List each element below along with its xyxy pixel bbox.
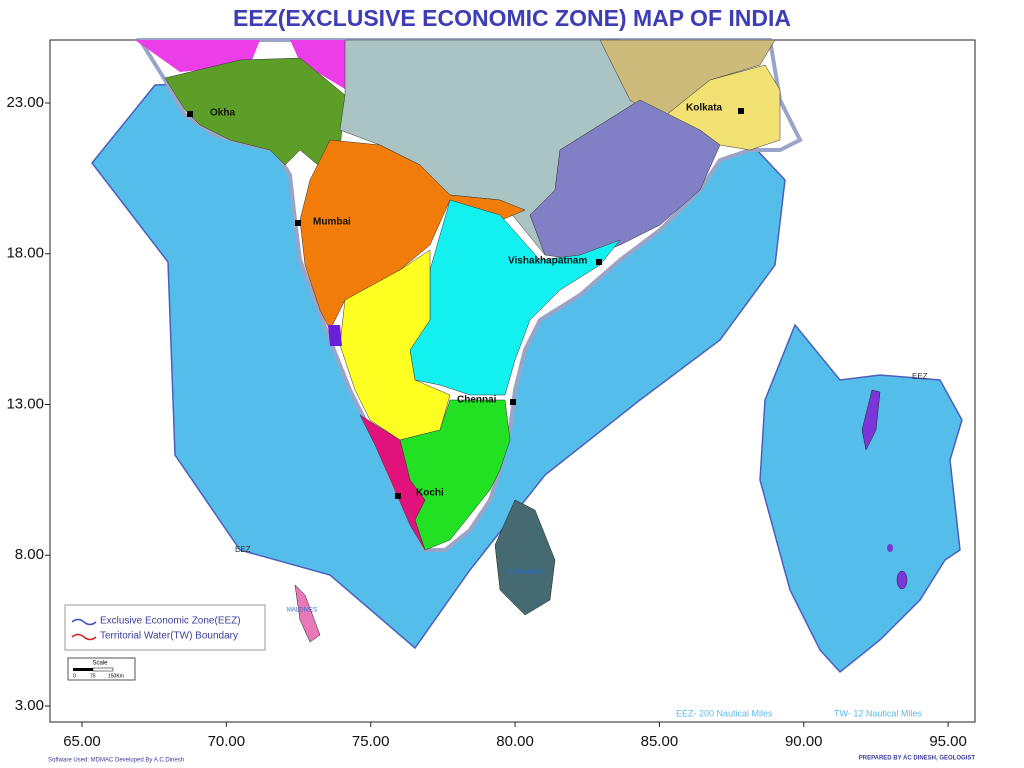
city-marker [596, 259, 602, 265]
note: EEZ- 200 Nautical Miles [676, 708, 773, 718]
footer-software: Software Used: MDMAC Developed By A.C.Di… [48, 758, 184, 764]
city-label: Kolkata [686, 103, 723, 114]
region-odisha [529, 99, 721, 261]
scale-tick: 75 [90, 673, 96, 679]
region-karnataka [339, 249, 451, 441]
scale-bar [92, 667, 114, 672]
nicobar-islands [896, 570, 908, 590]
legend-label: Territorial Water(TW) Boundary [100, 631, 238, 642]
x-tick-label: 85.00 [641, 733, 679, 750]
city-label: Chennai [457, 395, 497, 406]
city-marker [295, 220, 301, 226]
zone-label: EEZ [912, 372, 928, 381]
region-goa [328, 325, 342, 346]
x-tick-label: 80.00 [496, 733, 534, 750]
city-marker [510, 399, 516, 405]
city-label: Kochi [416, 488, 444, 499]
y-tick-label: 23.00 [6, 94, 44, 111]
legend-swatch [71, 618, 97, 626]
y-tick-label: 8.00 [15, 546, 44, 563]
footer-prepared: PREPARED BY AC DINESH, GEOLOGIST [859, 756, 976, 762]
legend-swatch [71, 633, 97, 641]
x-tick-label: 70.00 [208, 733, 246, 750]
city-marker [187, 111, 193, 117]
scale-tick: 150Km [108, 673, 124, 679]
x-tick-label: 75.00 [352, 733, 390, 750]
scale-tick: 0 [73, 673, 76, 679]
y-tick-label: 18.00 [6, 245, 44, 262]
city-label: Mumbai [313, 217, 351, 228]
region-kerala [359, 414, 426, 551]
y-tick-label: 3.00 [15, 697, 44, 714]
region [290, 40, 355, 92]
region-gujarat [164, 57, 346, 176]
legend-label: Exclusive Economic Zone(EEZ) [100, 616, 241, 627]
nicobar-islands [887, 544, 893, 552]
map-title: EEZ(EXCLUSIVE ECONOMIC ZONE) MAP OF INDI… [233, 5, 791, 31]
city-marker [395, 493, 401, 499]
zone-label: EEZ [235, 545, 251, 554]
andaman-islands [861, 389, 881, 451]
country-label: MALDIVES [287, 608, 317, 614]
city-label: Vishakhapatnam [508, 256, 587, 267]
maldives [294, 584, 321, 643]
scale-bar [73, 668, 93, 671]
y-tick-label: 13.00 [6, 395, 44, 412]
note: TW- 12 Nautical Miles [834, 708, 922, 718]
region-maharashtra [299, 139, 526, 331]
legend [64, 604, 266, 651]
city-marker [738, 108, 744, 114]
city-label: Okha [210, 108, 235, 119]
x-tick-label: 65.00 [63, 733, 101, 750]
eez-andaman [759, 323, 963, 674]
scale-title: Scale [92, 661, 108, 667]
axes: 65.00 70.00 75.00 80.00 85.00 90.00 95.00 23.00… [6, 94, 966, 750]
sri-lanka [494, 499, 556, 616]
x-tick-label: 90.00 [785, 733, 823, 750]
x-tick-label: 95.00 [929, 733, 967, 750]
country-label: SRI LANKA [508, 569, 545, 576]
